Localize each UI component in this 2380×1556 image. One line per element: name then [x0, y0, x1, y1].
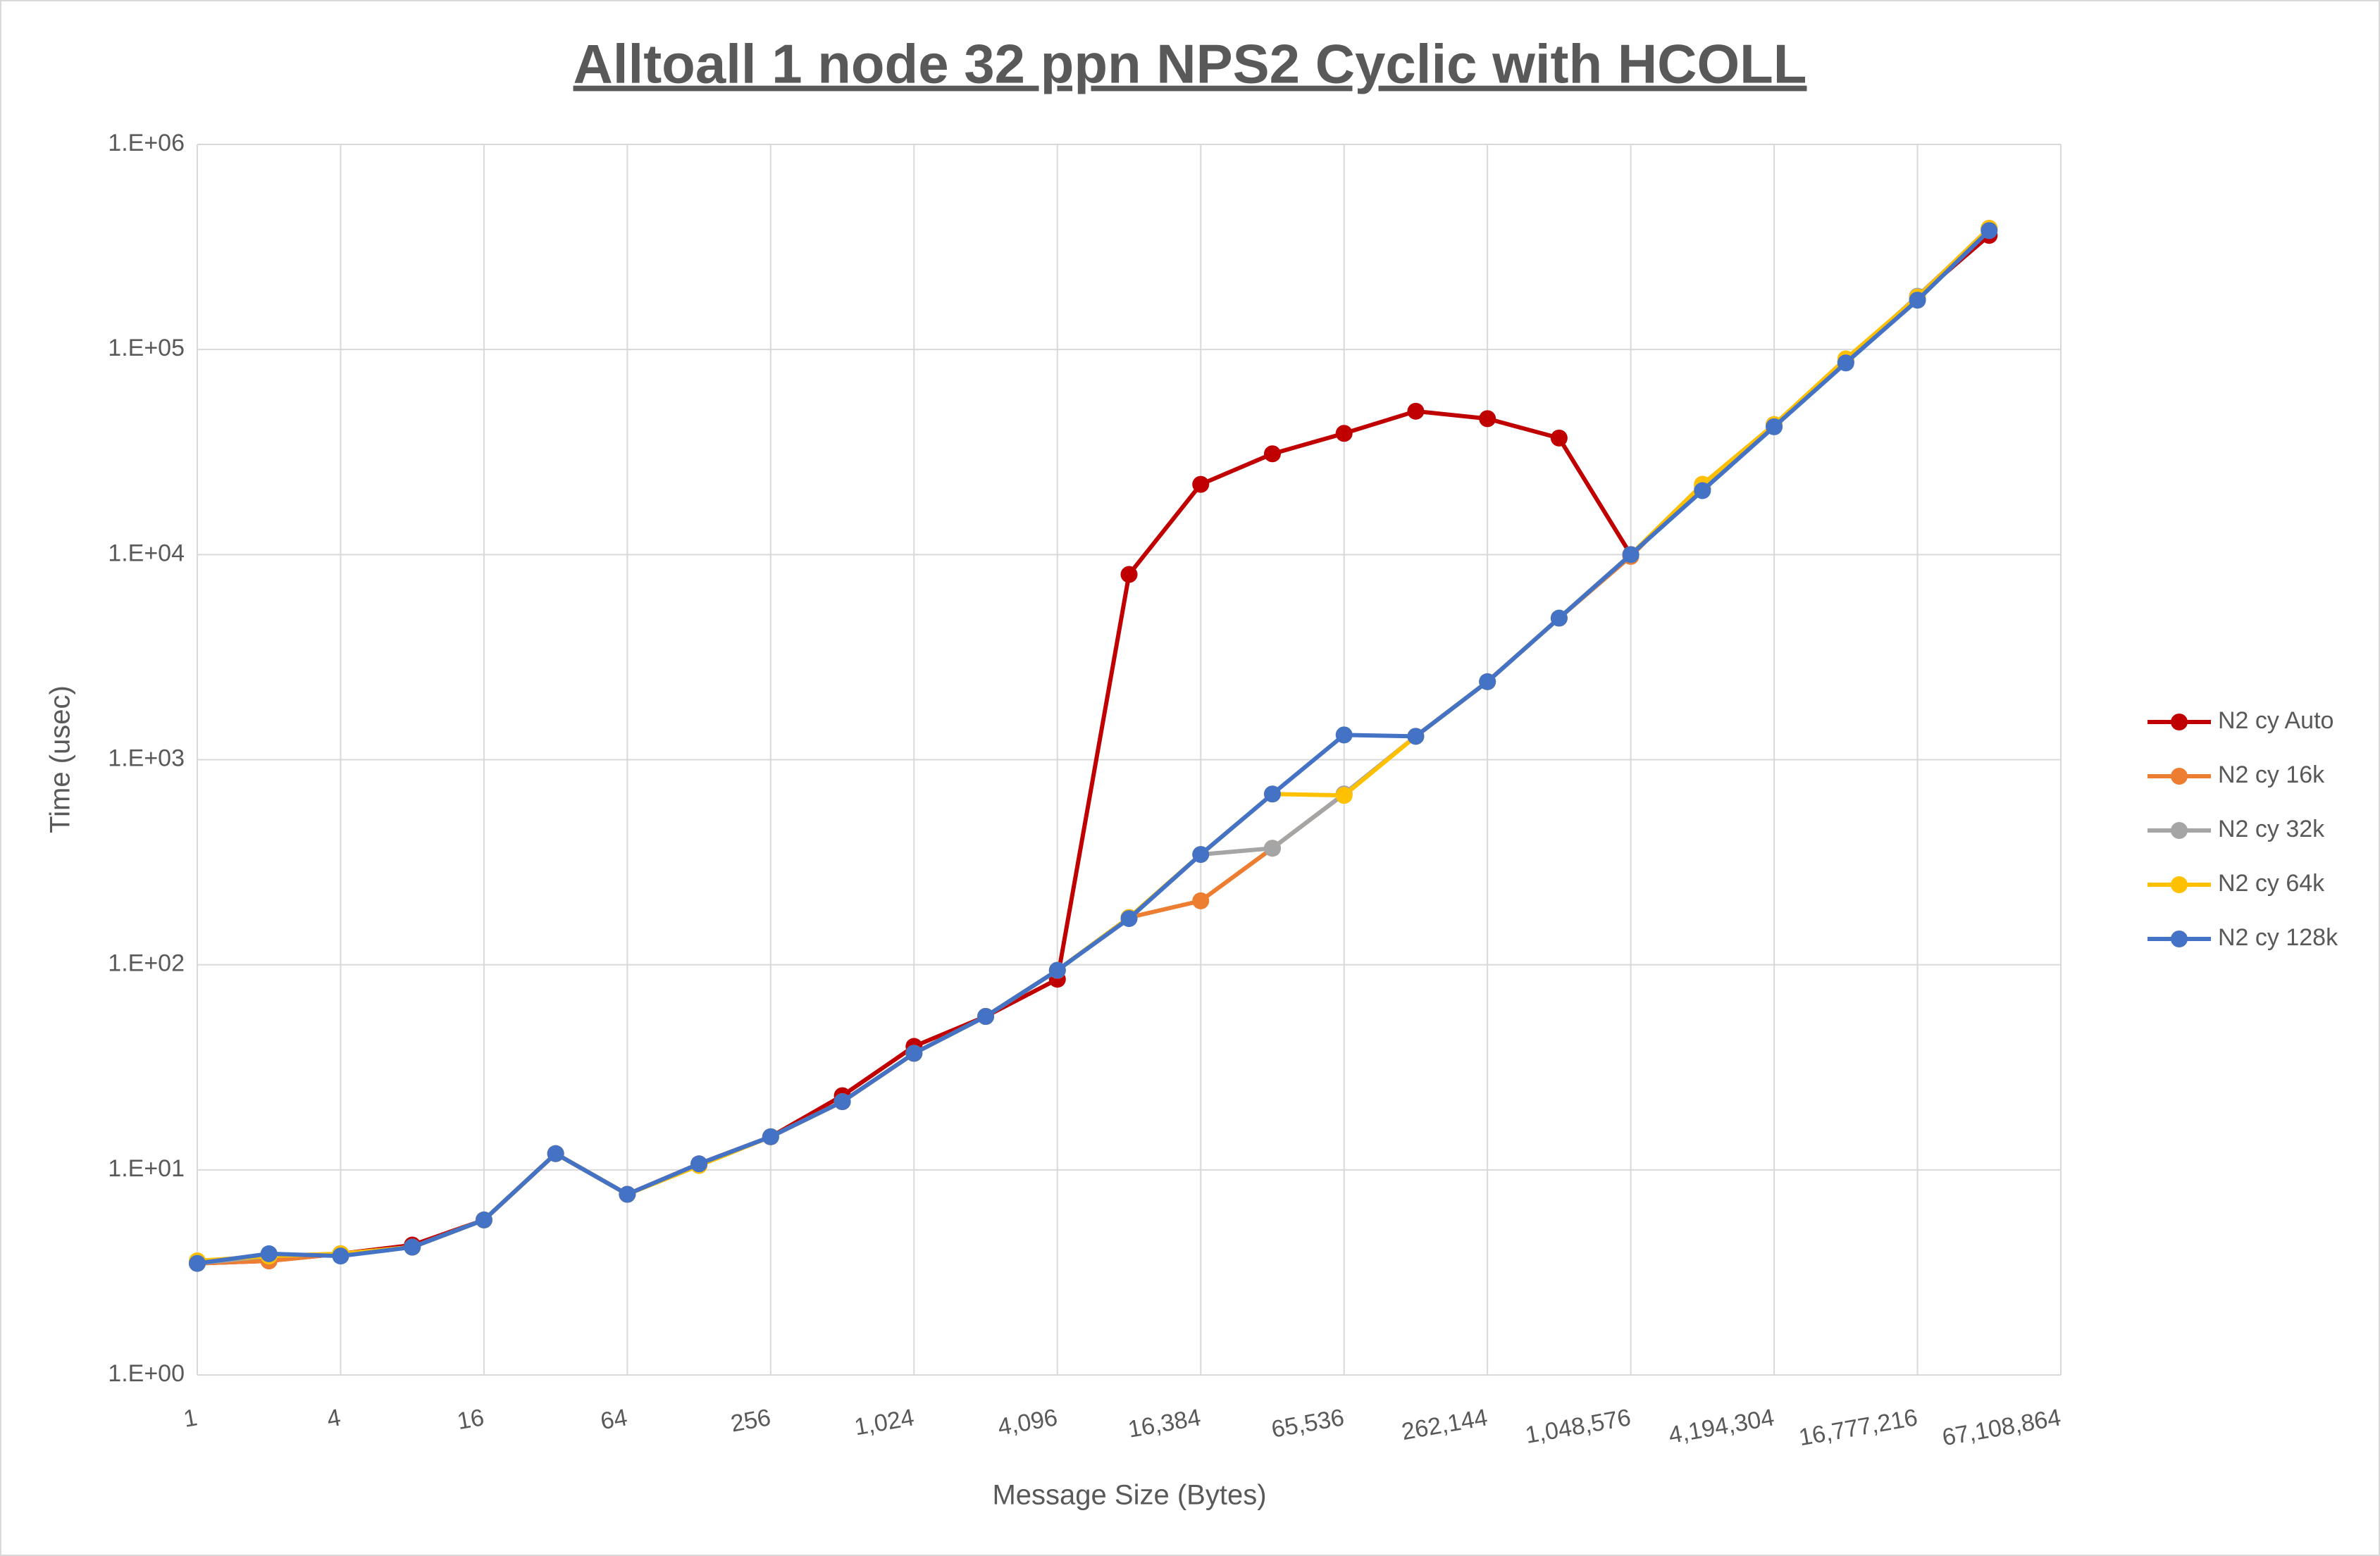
data-point [1694, 482, 1711, 499]
data-point [1479, 410, 1496, 428]
data-point [1048, 961, 1066, 979]
data-point [1407, 402, 1425, 420]
y-tick-label: 1.E+03 [108, 745, 185, 771]
data-point [977, 1007, 995, 1025]
data-point [260, 1245, 278, 1262]
x-tick-label: 16 [455, 1404, 486, 1435]
data-point [404, 1238, 421, 1256]
legend-marker [2171, 876, 2188, 893]
legend-label: N2 cy Auto [2218, 707, 2333, 734]
data-point [1622, 546, 1640, 564]
legend-label: N2 cy 16k [2218, 761, 2325, 788]
legend-label: N2 cy 64k [2218, 870, 2325, 897]
data-point [1550, 429, 1568, 447]
y-tick-label: 1.E+02 [108, 950, 185, 977]
x-tick-label: 64 [598, 1404, 629, 1435]
y-tick-label: 1.E+00 [108, 1360, 185, 1387]
data-point [1263, 840, 1281, 857]
data-point [690, 1155, 708, 1173]
legend-marker [2171, 714, 2188, 730]
y-tick-label: 1.E+05 [108, 335, 185, 361]
x-axis-label: Message Size (Bytes) [992, 1480, 1266, 1511]
data-point [1550, 609, 1568, 627]
data-point [1909, 292, 1926, 309]
data-point [332, 1247, 349, 1265]
data-point [762, 1128, 779, 1145]
data-point [1192, 846, 1210, 864]
data-point [1263, 445, 1281, 463]
y-tick-label: 1.E+01 [108, 1155, 185, 1182]
legend-label: N2 cy 128k [2218, 924, 2338, 951]
data-point [547, 1145, 564, 1162]
data-point [619, 1185, 636, 1203]
data-point [1192, 892, 1210, 909]
y-axis-label: Time (usec) [45, 685, 76, 833]
data-point [1837, 354, 1854, 372]
legend-label: N2 cy 32k [2218, 816, 2325, 842]
data-point [833, 1093, 851, 1111]
data-point [1335, 787, 1353, 804]
legend-marker [2171, 931, 2188, 947]
data-point [1192, 475, 1210, 493]
data-point [189, 1255, 206, 1272]
data-point [1981, 222, 1998, 239]
data-point [905, 1045, 923, 1062]
y-tick-label: 1.E+04 [108, 540, 185, 566]
data-point [1263, 785, 1281, 803]
data-point [1335, 425, 1353, 442]
data-point [1479, 673, 1496, 690]
legend-marker [2171, 768, 2188, 785]
series-line [197, 229, 1991, 1266]
y-tick-label: 1.E+06 [108, 130, 185, 156]
data-point [1120, 910, 1138, 928]
data-point [1120, 566, 1138, 583]
data-point [1766, 418, 1783, 435]
legend-marker [2171, 822, 2188, 839]
chart-title: Alltoall 1 node 32 ppn NPS2 Cyclic with … [574, 33, 1807, 95]
data-point [1335, 726, 1353, 744]
data-point [1407, 728, 1425, 745]
data-point [475, 1211, 492, 1228]
